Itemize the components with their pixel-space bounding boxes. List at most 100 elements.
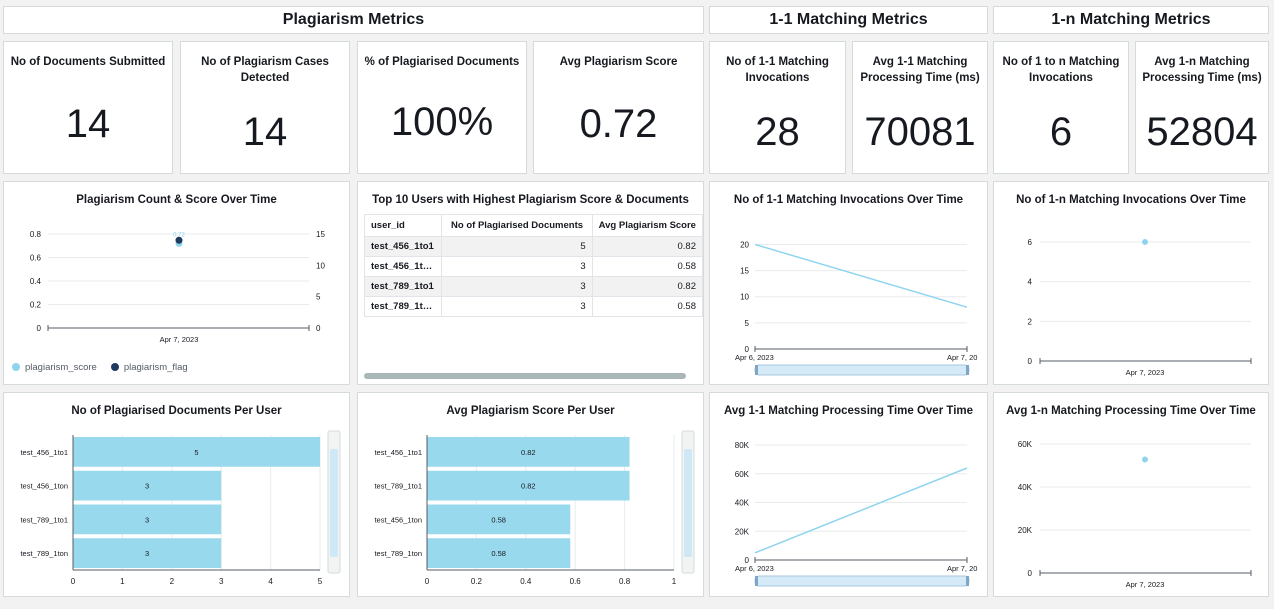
y-tick: 0 xyxy=(1028,357,1033,366)
cell-score: 0.82 xyxy=(591,276,703,297)
y-tick: 0 xyxy=(1028,569,1033,578)
kpi-value: 28 xyxy=(755,110,800,154)
range-slider-handle-left xyxy=(755,365,758,375)
kpi-documents-submitted[interactable]: No of Documents Submitted 14 xyxy=(3,41,173,174)
kpi-value: 6 xyxy=(1049,110,1073,154)
y-tick-right: 5 xyxy=(316,293,321,302)
y-tick: 2 xyxy=(1028,317,1033,326)
y-tick: 40K xyxy=(735,499,750,508)
y-tick: test_789_1ton xyxy=(374,549,422,558)
top-users-table: user_id No of Plagiarised Documents Avg … xyxy=(363,214,703,317)
column-header-plagiarised-docs[interactable]: No of Plagiarised Documents xyxy=(441,214,593,237)
horizontal-scrollbar[interactable] xyxy=(364,373,686,379)
table-top-users[interactable]: Top 10 Users with Highest Plagiarism Sco… xyxy=(357,181,704,385)
bar xyxy=(73,437,320,467)
cell-docs: 5 xyxy=(441,236,593,257)
chart-avg-score-per-user[interactable]: Avg Plagiarism Score Per User 0 0.2 0.4 0.6… xyxy=(357,392,704,597)
kpi-value: 70081 xyxy=(864,110,976,154)
x-tick: 0.6 xyxy=(570,577,582,586)
chart-one-to-one-processing-time[interactable]: Avg 1-1 Matching Processing Time Over Ti… xyxy=(709,392,988,597)
legend-item-flag[interactable]: plagiarism_flag xyxy=(110,362,188,373)
section-title-plagiarism: Plagiarism Metrics xyxy=(3,6,704,34)
y-tick: 4 xyxy=(1028,278,1033,287)
section-title-text: Plagiarism Metrics xyxy=(282,11,425,28)
chart-one-to-one-invocations[interactable]: No of 1-1 Matching Invocations Over Time… xyxy=(709,181,988,385)
cell-docs: 3 xyxy=(441,296,593,317)
kpi-avg-plagiarism-score[interactable]: Avg Plagiarism Score 0.72 xyxy=(533,41,704,174)
table-row[interactable]: test_456_1to1 5 0.82 xyxy=(363,236,703,257)
kpi-label: Avg 1-1 Matching Processing Time (ms) xyxy=(860,56,980,84)
kpi-one-to-n-invocations[interactable]: No of 1 to n Matching Invocations 6 xyxy=(993,41,1129,174)
chart-plagiarism-over-time-svg: 0 0.2 0.4 0.6 0.8 0 5 10 15 Apr 7, 2023 0.72 xyxy=(30,230,326,344)
table-row[interactable]: test_789_1to1 3 0.82 xyxy=(363,276,703,297)
cell-docs: 3 xyxy=(441,256,593,277)
y-tick-right: 15 xyxy=(316,230,325,239)
bar-data-label: 3 xyxy=(145,482,149,491)
y-tick: 80K xyxy=(735,441,750,450)
chart-title: Avg Plagiarism Score Per User xyxy=(446,405,615,417)
x-tick: 1 xyxy=(120,577,125,586)
data-label: 0.72 xyxy=(173,232,185,238)
cell-score: 0.58 xyxy=(591,296,703,317)
kpi-plagiarism-cases[interactable]: No of Plagiarism Cases Detected 14 xyxy=(180,41,350,174)
scrollbar-thumb xyxy=(684,449,692,557)
chart-title: No of 1-1 Matching Invocations Over Time xyxy=(733,194,964,206)
x-tick: 3 xyxy=(219,577,224,586)
y-tick: test_456_1ton xyxy=(20,482,68,491)
legend-swatch xyxy=(12,363,20,371)
x-tick: Apr 6, 2023 xyxy=(735,353,774,362)
y-tick: test_789_1ton xyxy=(20,549,68,558)
chart-title: Avg 1-1 Matching Processing Time Over Ti… xyxy=(723,405,974,417)
kpi-one-to-one-invocations[interactable]: No of 1-1 Matching Invocations 28 xyxy=(709,41,846,174)
y-tick-left: 0.4 xyxy=(30,277,42,286)
y-tick-right: 0 xyxy=(316,324,321,333)
table-row[interactable]: test_789_1t… 3 0.58 xyxy=(363,296,703,317)
x-tick: Apr 7, 20 xyxy=(947,564,977,573)
x-tick: 0.2 xyxy=(471,577,483,586)
chart-one-to-n-invocations[interactable]: No of 1-n Matching Invocations Over Time… xyxy=(993,181,1269,385)
x-tick: 0.4 xyxy=(520,577,532,586)
y-tick: 6 xyxy=(1028,238,1033,247)
bar-data-label: 0.58 xyxy=(491,515,506,524)
range-slider xyxy=(754,575,970,587)
cell-user-id: test_456_1to1 xyxy=(363,236,443,257)
x-tick: Apr 7, 2023 xyxy=(1126,368,1165,377)
bar xyxy=(427,538,571,568)
bar-data-label: 0.58 xyxy=(491,549,506,558)
y-tick: test_456_1ton xyxy=(374,515,422,524)
y-tick: test_456_1to1 xyxy=(374,448,422,457)
table-row[interactable]: test_456_1t… 3 0.58 xyxy=(363,256,703,277)
section-title-one-to-one: 1-1 Matching Metrics xyxy=(709,6,988,34)
chart-title: No of 1-n Matching Invocations Over Time xyxy=(1016,194,1246,206)
y-tick-left: 0 xyxy=(37,324,42,333)
chart-one-to-one-invocations-svg: 0 5 10 15 20 Apr 6, 2023 Apr 7, 20 xyxy=(735,240,977,376)
table-header-row: user_id No of Plagiarised Documents Avg … xyxy=(363,214,703,237)
column-header-user-id[interactable]: user_id xyxy=(363,214,443,237)
x-tick: 4 xyxy=(268,577,273,586)
bar xyxy=(73,504,222,535)
y-tick: 0 xyxy=(745,345,750,354)
chart-one-to-one-processing-time-svg: 0 20K 40K 60K 80K Apr 6, 2023 Apr 7, 20 xyxy=(735,441,977,587)
kpi-value: 100% xyxy=(390,100,494,144)
data-point xyxy=(1142,456,1148,463)
series-line xyxy=(754,243,968,308)
column-header-avg-score[interactable]: Avg Plagiarism Score xyxy=(591,214,703,237)
kpi-one-to-one-processing-time[interactable]: Avg 1-1 Matching Processing Time (ms) 70… xyxy=(852,41,988,174)
x-tick: 5 xyxy=(318,577,323,586)
chart-one-to-n-processing-time[interactable]: Avg 1-n Matching Processing Time Over Ti… xyxy=(993,392,1269,597)
y-tick: 20K xyxy=(1018,526,1033,535)
y-tick: 40K xyxy=(1018,483,1033,492)
kpi-percent-plagiarised[interactable]: % of Plagiarised Documents 100% xyxy=(357,41,527,174)
chart-plagiarism-over-time[interactable]: Plagiarism Count & Score Over Time 0 0.2 0… xyxy=(3,181,350,385)
chart-plagiarised-docs-per-user[interactable]: No of Plagiarised Documents Per User 0 1 2… xyxy=(3,392,350,597)
kpi-label: No of 1 to n Matching Invocations xyxy=(1002,56,1120,84)
legend-item-score[interactable]: plagiarism_score xyxy=(12,362,97,373)
kpi-one-to-n-processing-time[interactable]: Avg 1-n Matching Processing Time (ms) 52… xyxy=(1135,41,1269,174)
y-tick: 10 xyxy=(740,293,749,302)
y-tick: 60K xyxy=(735,470,750,479)
table-title: Top 10 Users with Highest Plagiarism Sco… xyxy=(372,194,689,206)
bar-data-label: 0.82 xyxy=(521,448,536,457)
x-tick: Apr 7, 2023 xyxy=(160,335,199,344)
y-tick-right: 10 xyxy=(316,261,325,270)
x-tick: Apr 7, 2023 xyxy=(1126,580,1165,589)
